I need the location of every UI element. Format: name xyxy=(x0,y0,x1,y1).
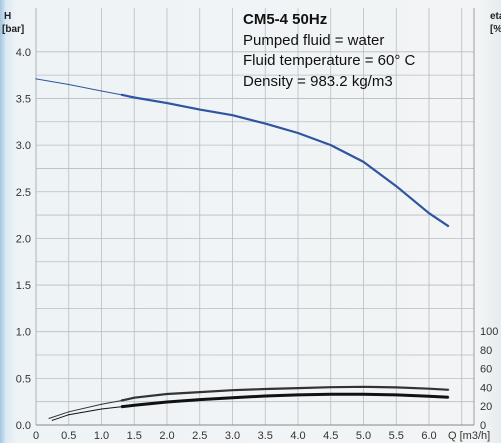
series-1-point xyxy=(231,389,234,391)
series-0-point xyxy=(68,83,70,86)
y-left-tick-label: 0.0 xyxy=(16,420,31,432)
series-1-point xyxy=(297,387,299,389)
series-2-point xyxy=(166,401,168,403)
x-tick-label: 0.5 xyxy=(61,430,76,442)
series-line-thick-1 xyxy=(120,385,449,402)
x-tick-label: 1.0 xyxy=(94,430,109,442)
x-axis-label: Q [m3/h] xyxy=(448,430,490,442)
series-2-point xyxy=(199,399,201,401)
series-2-point xyxy=(428,395,430,397)
y-left-tick-label: 1.5 xyxy=(16,280,31,292)
x-tick-label: 0 xyxy=(33,430,39,442)
series-2-point xyxy=(297,394,299,396)
x-tick-label: 3.5 xyxy=(258,430,273,442)
series-0-point xyxy=(166,102,168,104)
series-1-point xyxy=(68,411,70,413)
x-tick-label: 6.0 xyxy=(421,430,436,442)
series-0-point xyxy=(100,90,103,92)
series-0-point xyxy=(448,225,450,227)
y-left-tick-label: 2.5 xyxy=(16,187,31,199)
y-left-tick-labels: 0.0 0.5 1.0 1.5 2.0 2.5 3.0 3.5 4.0 xyxy=(16,47,31,432)
y-left-axis-unit: [bar] xyxy=(2,24,24,35)
y-left-tick-label: 3.0 xyxy=(16,140,31,152)
x-tick-label: 4.0 xyxy=(290,430,305,442)
series-0-point xyxy=(35,78,37,80)
y-right-tick-label: 100 xyxy=(480,326,498,338)
series-0-point xyxy=(297,132,299,134)
series-line-thick-0 xyxy=(120,93,450,228)
series-1-point xyxy=(395,386,397,388)
y-left-tick-label: 2.0 xyxy=(16,233,31,245)
series-1-point xyxy=(166,393,168,395)
y-right-axis-label: eta xyxy=(490,11,501,22)
y-right-tick-label: 40 xyxy=(480,382,492,394)
y-right-tick-label: 60 xyxy=(480,364,492,376)
y-right-tick-label: 20 xyxy=(480,401,492,413)
series-2-point xyxy=(231,397,234,399)
series-0-point xyxy=(362,161,365,163)
series-2-point xyxy=(264,395,266,397)
x-tick-label: 5.5 xyxy=(389,430,404,442)
series-line-thin-1 xyxy=(48,386,449,419)
series-0-point xyxy=(199,109,201,111)
x-tick-label: 3.0 xyxy=(225,430,240,442)
y-right-tick-label: 80 xyxy=(480,345,492,357)
series-1-point xyxy=(199,391,201,393)
series-0-point xyxy=(120,94,122,96)
x-tick-label: 4.5 xyxy=(323,430,338,442)
x-tick-label: 5.0 xyxy=(356,430,371,442)
series-1-point xyxy=(428,388,430,390)
series-1-point xyxy=(330,386,332,388)
annotation-line-1: Pumped fluid = water xyxy=(243,32,384,49)
series-0-point xyxy=(395,185,397,187)
x-tick-label: 1.5 xyxy=(127,430,142,442)
y-right-tick-labels: 0 20 40 60 80 100 xyxy=(480,326,498,432)
series-0-point xyxy=(264,123,266,125)
y-left-tick-label: 4.0 xyxy=(16,47,31,59)
annotation-line-2: Fluid temperature = 60° C xyxy=(243,52,415,69)
series-0-point xyxy=(330,144,332,146)
series-2-point xyxy=(51,419,53,421)
x-tick-label: 2.0 xyxy=(159,430,174,442)
gridlines xyxy=(35,8,475,426)
y-right-axis-unit: [%] xyxy=(490,24,501,35)
y-left-axis-label: H xyxy=(4,11,11,22)
series-2-point xyxy=(330,393,332,395)
series-0-point xyxy=(231,114,234,116)
series-1-point xyxy=(448,389,450,391)
series-0-point xyxy=(133,96,135,99)
annotation-box: CM5-4 50Hz Pumped fluid = water Fluid te… xyxy=(243,11,415,90)
series-2-point xyxy=(100,408,103,410)
x-tick-labels: 0 0.5 1.0 1.5 2.0 2.5 3.0 3.5 4.0 4.5 5.0 5.5 6.0 Q [… xyxy=(33,430,490,442)
series-2-point xyxy=(448,396,450,398)
series-line-thin-0 xyxy=(35,78,449,227)
series-1-point xyxy=(100,403,103,405)
series-2-point xyxy=(68,414,70,416)
series-2-point xyxy=(395,394,397,396)
annotation-title: CM5-4 50Hz xyxy=(243,11,327,28)
series-line-thick-2 xyxy=(121,392,449,409)
y-left-tick-label: 3.5 xyxy=(16,93,31,105)
y-left-tick-label: 1.0 xyxy=(16,327,31,339)
series-1-point xyxy=(362,386,365,388)
series-1-point xyxy=(133,397,135,399)
series-2-point xyxy=(120,406,122,408)
series-1-point xyxy=(264,388,266,390)
series-2-point xyxy=(362,393,365,395)
curves xyxy=(35,78,450,421)
series-2-point xyxy=(133,404,135,406)
annotation-line-3: Density = 983.2 kg/m3 xyxy=(243,73,393,90)
series-1-point xyxy=(120,399,122,402)
y-right-tick-label: 0 xyxy=(480,420,486,432)
series-1-point xyxy=(48,417,50,420)
series-0-point xyxy=(428,212,430,214)
x-tick-label: 2.5 xyxy=(192,430,207,442)
y-left-tick-label: 0.5 xyxy=(16,373,31,385)
